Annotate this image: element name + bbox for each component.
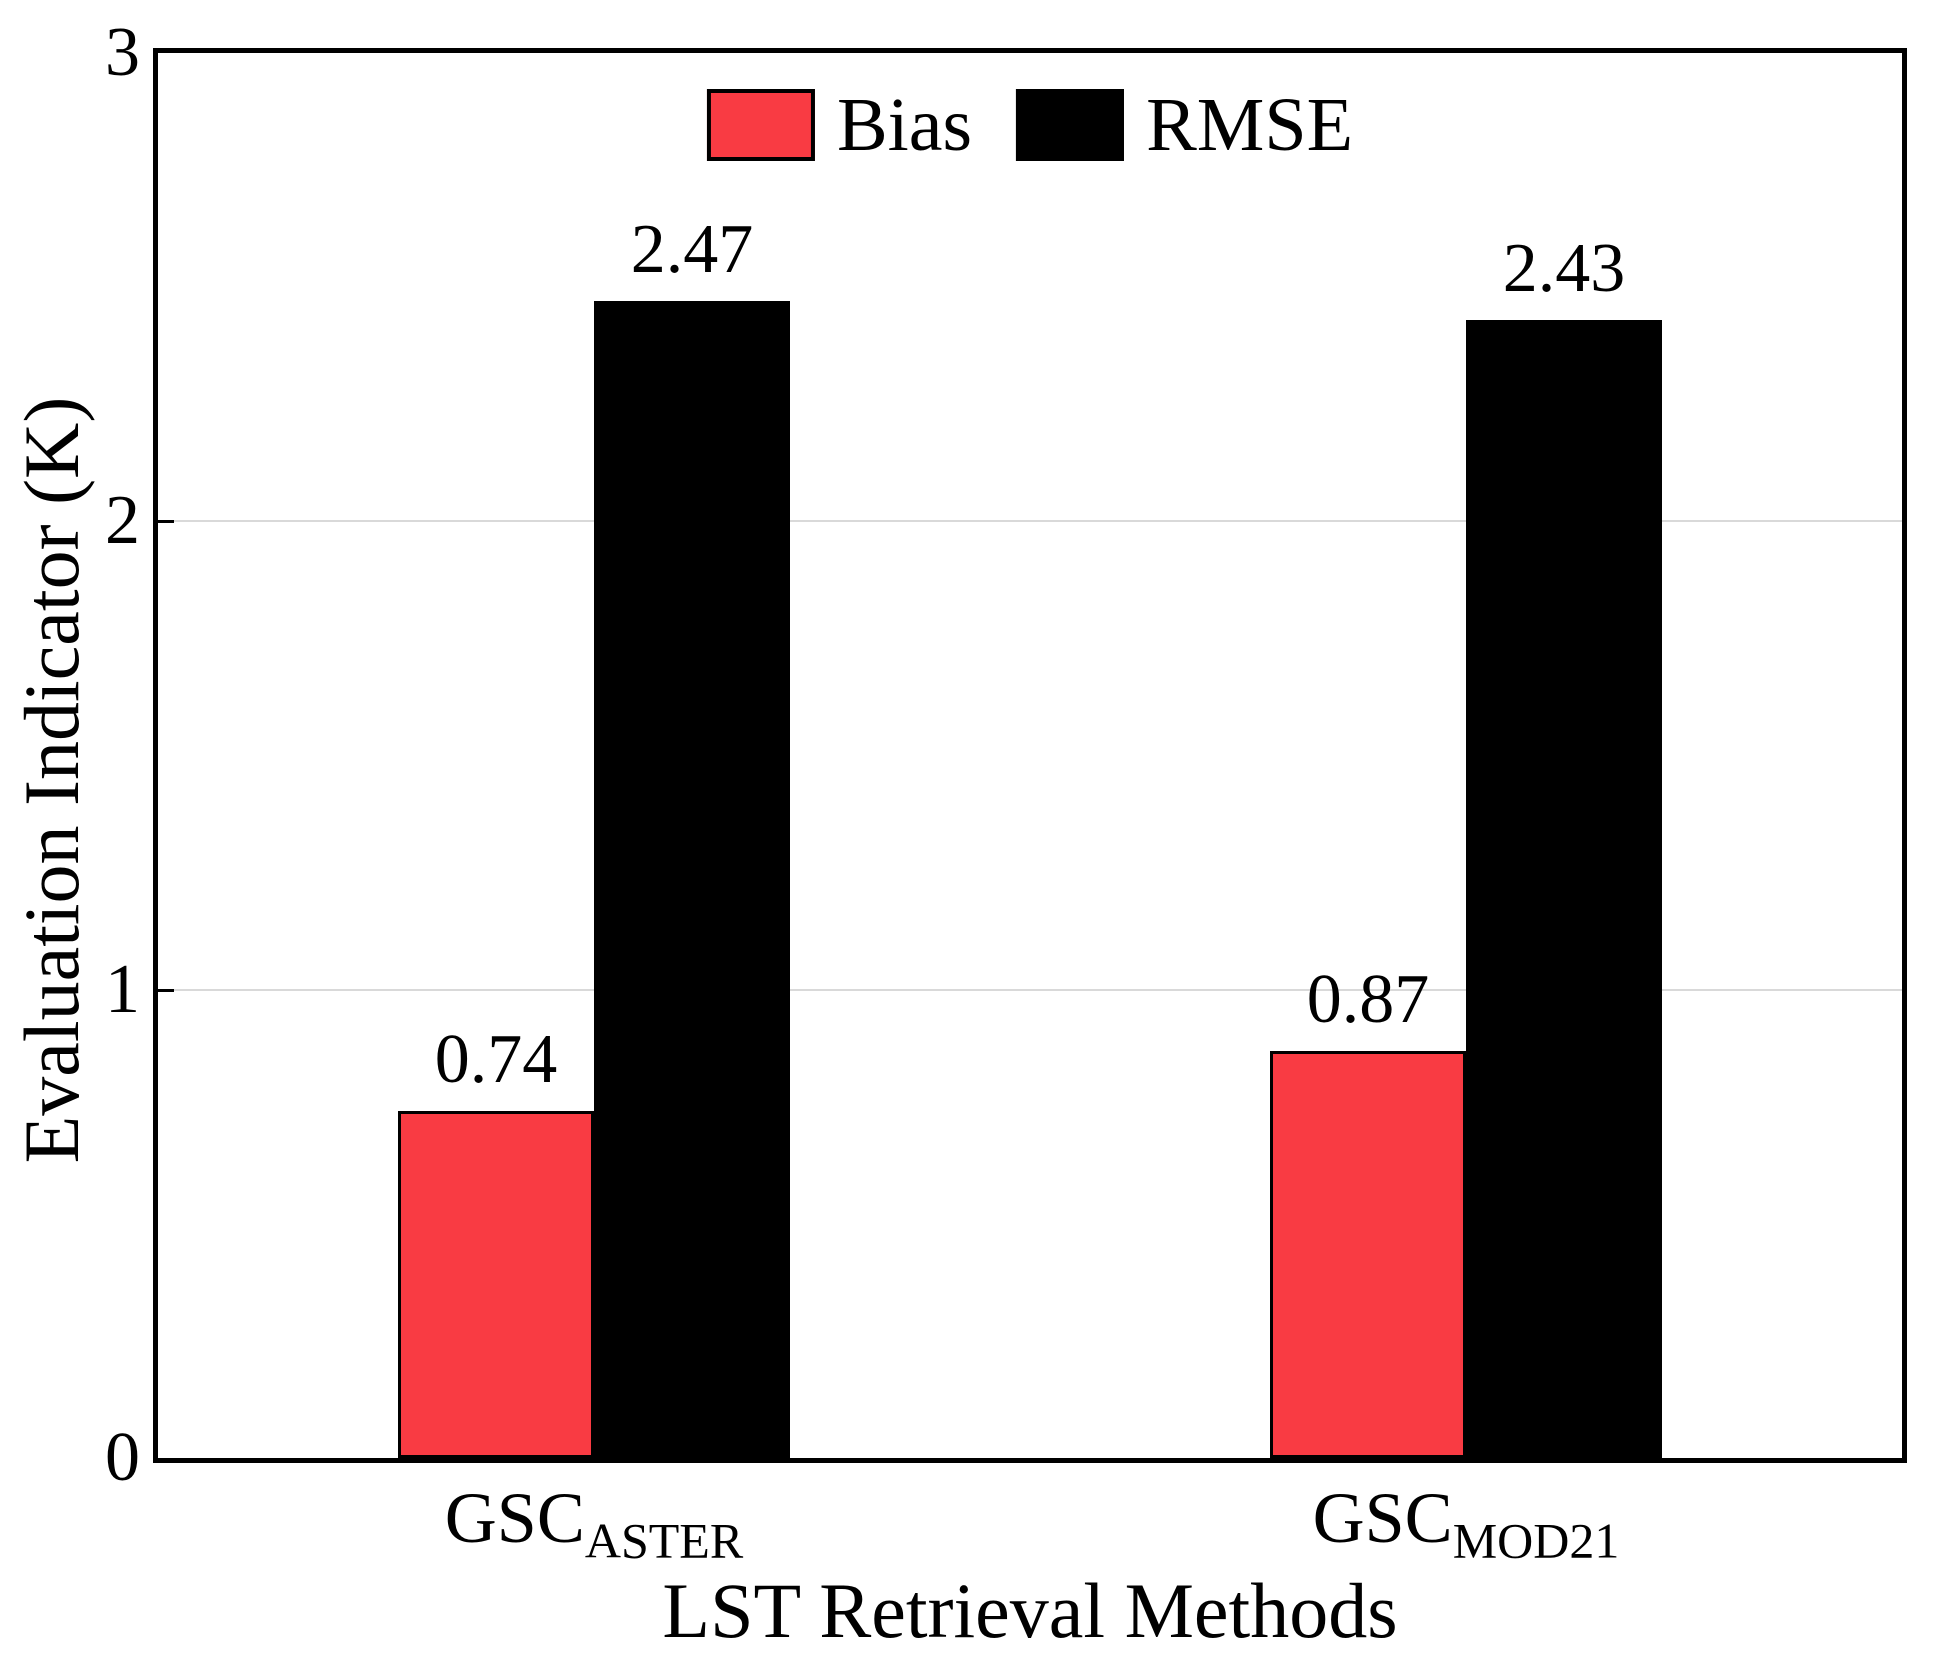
bar-bias-gsc-mod21	[1270, 1050, 1466, 1458]
y-tick-mark-2	[158, 520, 174, 524]
value-label-bias-mod21: 0.87	[1306, 960, 1430, 1038]
gridline-2	[158, 520, 1902, 523]
y-tick-mark-1	[158, 988, 174, 992]
y-tick-label-1: 1	[105, 950, 140, 1028]
value-label-rmse-aster: 2.47	[630, 211, 754, 289]
legend-label-bias: Bias	[836, 83, 973, 167]
x-category-base: GSC	[444, 1478, 585, 1558]
legend-label-rmse: RMSE	[1146, 83, 1354, 167]
value-label-bias-aster: 0.74	[434, 1021, 558, 1099]
x-axis-title: LST Retrieval Methods	[662, 1567, 1398, 1654]
value-label-rmse-mod21: 2.43	[1502, 229, 1626, 307]
legend-swatch-rmse	[1016, 89, 1125, 161]
y-tick-label-2: 2	[105, 482, 140, 560]
x-category-subscript: ASTER	[584, 1512, 744, 1569]
x-category-subscript: MOD21	[1452, 1512, 1620, 1569]
y-tick-label-0: 0	[105, 1419, 140, 1496]
plot-area: Bias RMSE 0.74 2.47 0.87 2.43	[153, 48, 1907, 1463]
legend: Bias RMSE	[706, 83, 1354, 167]
gridline-1	[158, 988, 1902, 991]
x-category-base: GSC	[1312, 1478, 1453, 1558]
bar-rmse-gsc-mod21	[1466, 319, 1662, 1458]
x-category-label-aster: GSCASTER	[445, 1482, 743, 1565]
bar-rmse-gsc-aster	[594, 301, 790, 1458]
bar-bias-gsc-aster	[398, 1111, 594, 1458]
x-category-label-mod21: GSCMOD21	[1313, 1482, 1620, 1565]
legend-swatch-bias	[706, 89, 815, 161]
y-tick-label-3: 3	[105, 14, 140, 91]
